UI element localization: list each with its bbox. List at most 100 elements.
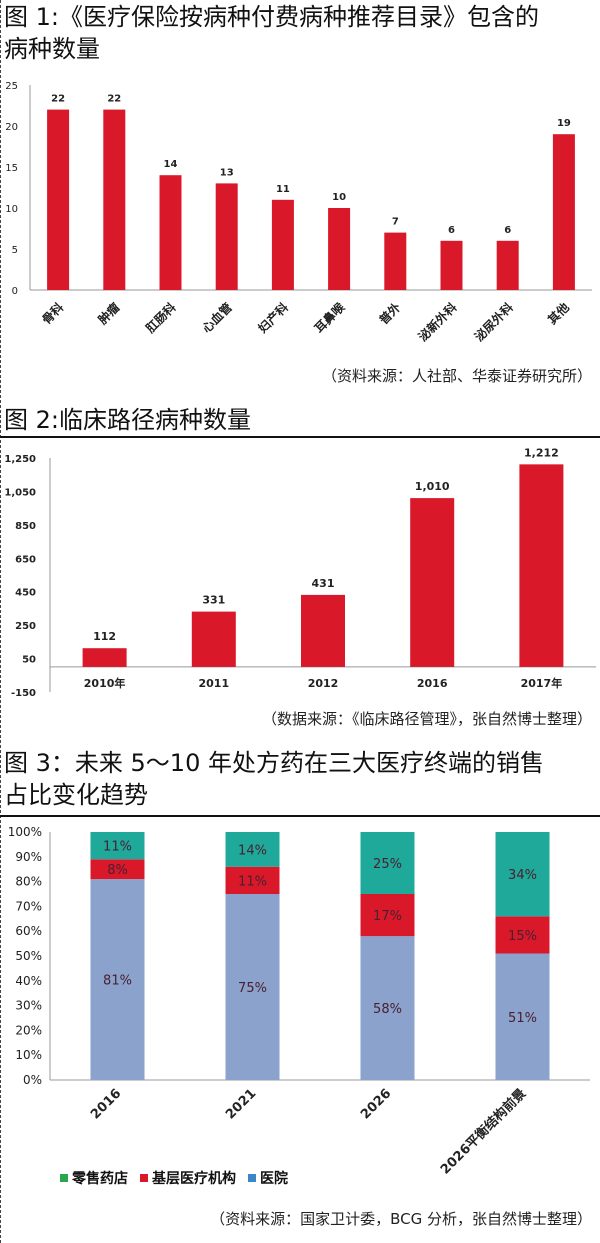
figure1-bar-chart: 0 5 10 15 20 25 22 骨科 22 肿瘤 14 肛肠科 13 心血管 11 妇产科 10 耳鼻喉 7 普…: [5, 81, 592, 345]
data-label: 17%: [373, 909, 402, 924]
x-tick-label: 骨科: [39, 300, 67, 328]
data-label: 81%: [103, 974, 132, 989]
bar: [496, 240, 519, 290]
y-tick-label: 40%: [15, 974, 42, 988]
bar: [301, 594, 345, 667]
y-tick-label: 80%: [15, 875, 42, 889]
y-tick-label: 25: [5, 81, 18, 92]
data-label: 14: [164, 159, 178, 170]
y-tick-label: 15: [5, 163, 18, 174]
bar-segment: [495, 953, 550, 1080]
legend-label: 医院: [260, 1171, 288, 1187]
bar-segment: [225, 832, 280, 867]
legend-label: 零售药店: [72, 1171, 128, 1187]
y-tick-label: 1,050: [4, 487, 36, 498]
y-tick-label: 250: [15, 621, 36, 632]
y-tick-label: 30%: [15, 999, 42, 1013]
bar: [328, 208, 351, 290]
legend-item: 基层医疗机构: [140, 1168, 236, 1188]
bar: [82, 648, 127, 667]
bar: [552, 134, 575, 290]
page-margin-dashed-line: [0, 0, 1, 1243]
figure1-bottom-rule: [0, 436, 600, 438]
bar: [384, 232, 407, 290]
legend-swatch: [248, 1174, 256, 1182]
figure3-legend: 零售药店 基层医疗机构 医院: [60, 1168, 288, 1188]
data-label: 19: [557, 118, 571, 129]
figure1-source: （资料来源：人社部、华泰证券研究所）: [321, 367, 592, 385]
x-tick-label: 心血管: [199, 300, 235, 336]
data-label: 22: [51, 94, 65, 105]
bar: [440, 240, 463, 290]
bar: [103, 109, 126, 290]
bar-segment: [225, 866, 280, 894]
x-tick-label: 2021: [223, 1086, 259, 1122]
figure1-title-line1: 图 1:《医疗保险按病种付费病种推荐目录》包含的: [4, 3, 539, 31]
y-tick-label: 50: [22, 655, 36, 666]
figure2-source: （数据来源：《临床路径管理》，张自然博士整理）: [261, 710, 592, 728]
data-label: 7: [392, 217, 399, 228]
bar-segment: [360, 832, 415, 894]
data-label: 15%: [508, 929, 537, 944]
data-label: 112: [93, 630, 116, 643]
bar: [159, 175, 182, 290]
bar-segment: [90, 859, 145, 880]
data-label: 6: [448, 225, 455, 236]
y-tick-label: 50%: [15, 949, 42, 963]
y-tick-label: 450: [15, 588, 36, 599]
figure2-title: 图 2:临床路径病种数量: [4, 406, 251, 434]
data-label: 1,010: [415, 480, 450, 493]
data-label: 331: [202, 594, 225, 607]
data-label: 51%: [508, 1011, 537, 1026]
y-tick-label: 60%: [15, 924, 42, 938]
bar: [215, 183, 238, 290]
y-tick-label: -150: [11, 688, 36, 699]
x-tick-label: 2017年: [521, 676, 563, 690]
data-label: 14%: [238, 843, 267, 858]
bar-segment: [495, 916, 550, 954]
x-tick-label: 妇产科: [254, 300, 291, 337]
legend-label: 基层医疗机构: [152, 1171, 236, 1187]
bar: [47, 109, 70, 290]
data-label: 22: [107, 94, 121, 105]
x-tick-label: 2012: [308, 677, 339, 690]
x-tick-label: 肿瘤: [95, 300, 123, 328]
figure1-title-line2: 病种数量: [4, 35, 100, 63]
y-tick-label: 90%: [15, 850, 42, 864]
figure2-bar-chart: -150 50 250 450 650 850 1,050 1,250 112 2010年 331 2…: [4, 446, 596, 699]
x-tick-label: 2016: [88, 1086, 124, 1122]
y-tick-label: 10: [5, 204, 18, 215]
data-label: 25%: [373, 857, 402, 872]
data-label: 34%: [508, 868, 537, 883]
bar-segment: [360, 936, 415, 1080]
data-label: 11%: [238, 874, 267, 889]
x-tick-label: 泌尿外科: [471, 300, 516, 345]
data-label: 58%: [373, 1002, 402, 1017]
bar: [191, 611, 236, 667]
figure3-source: （资料来源：国家卫计委，BCG 分析，张自然博士整理）: [210, 1210, 592, 1228]
legend-swatch: [60, 1174, 68, 1182]
x-tick-label: 2026平衡结构前景: [437, 1086, 529, 1178]
data-label: 1,212: [524, 446, 559, 459]
bar-segment: [225, 894, 280, 1080]
y-tick-label: 650: [15, 554, 36, 565]
x-tick-label: 普外: [376, 300, 404, 328]
x-tick-label: 耳鼻喉: [311, 299, 348, 336]
y-tick-label: 100%: [8, 825, 42, 839]
bar-segment: [360, 894, 415, 937]
figure3-title-line1: 图 3：未来 5～10 年处方药在三大医疗终端的销售: [4, 749, 544, 777]
bar-segment: [90, 879, 145, 1080]
y-tick-label: 20%: [15, 1023, 42, 1037]
data-label: 11%: [103, 840, 132, 855]
x-tick-label: 2016: [417, 677, 448, 690]
y-tick-label: 1,250: [4, 454, 36, 465]
x-tick-label: 2010年: [84, 676, 126, 690]
figure3-stacked-bar-chart: 0% 10% 20% 30% 40% 50% 60% 70% 80% 90% 100% 81% 8% 11…: [8, 825, 590, 1178]
figure3-title-line2: 占比变化趋势: [4, 781, 148, 809]
data-label: 10: [332, 192, 346, 203]
bar-segment: [495, 832, 550, 917]
x-tick-label: 其他: [544, 300, 572, 328]
data-label: 75%: [238, 981, 267, 996]
data-label: 13: [220, 167, 234, 178]
